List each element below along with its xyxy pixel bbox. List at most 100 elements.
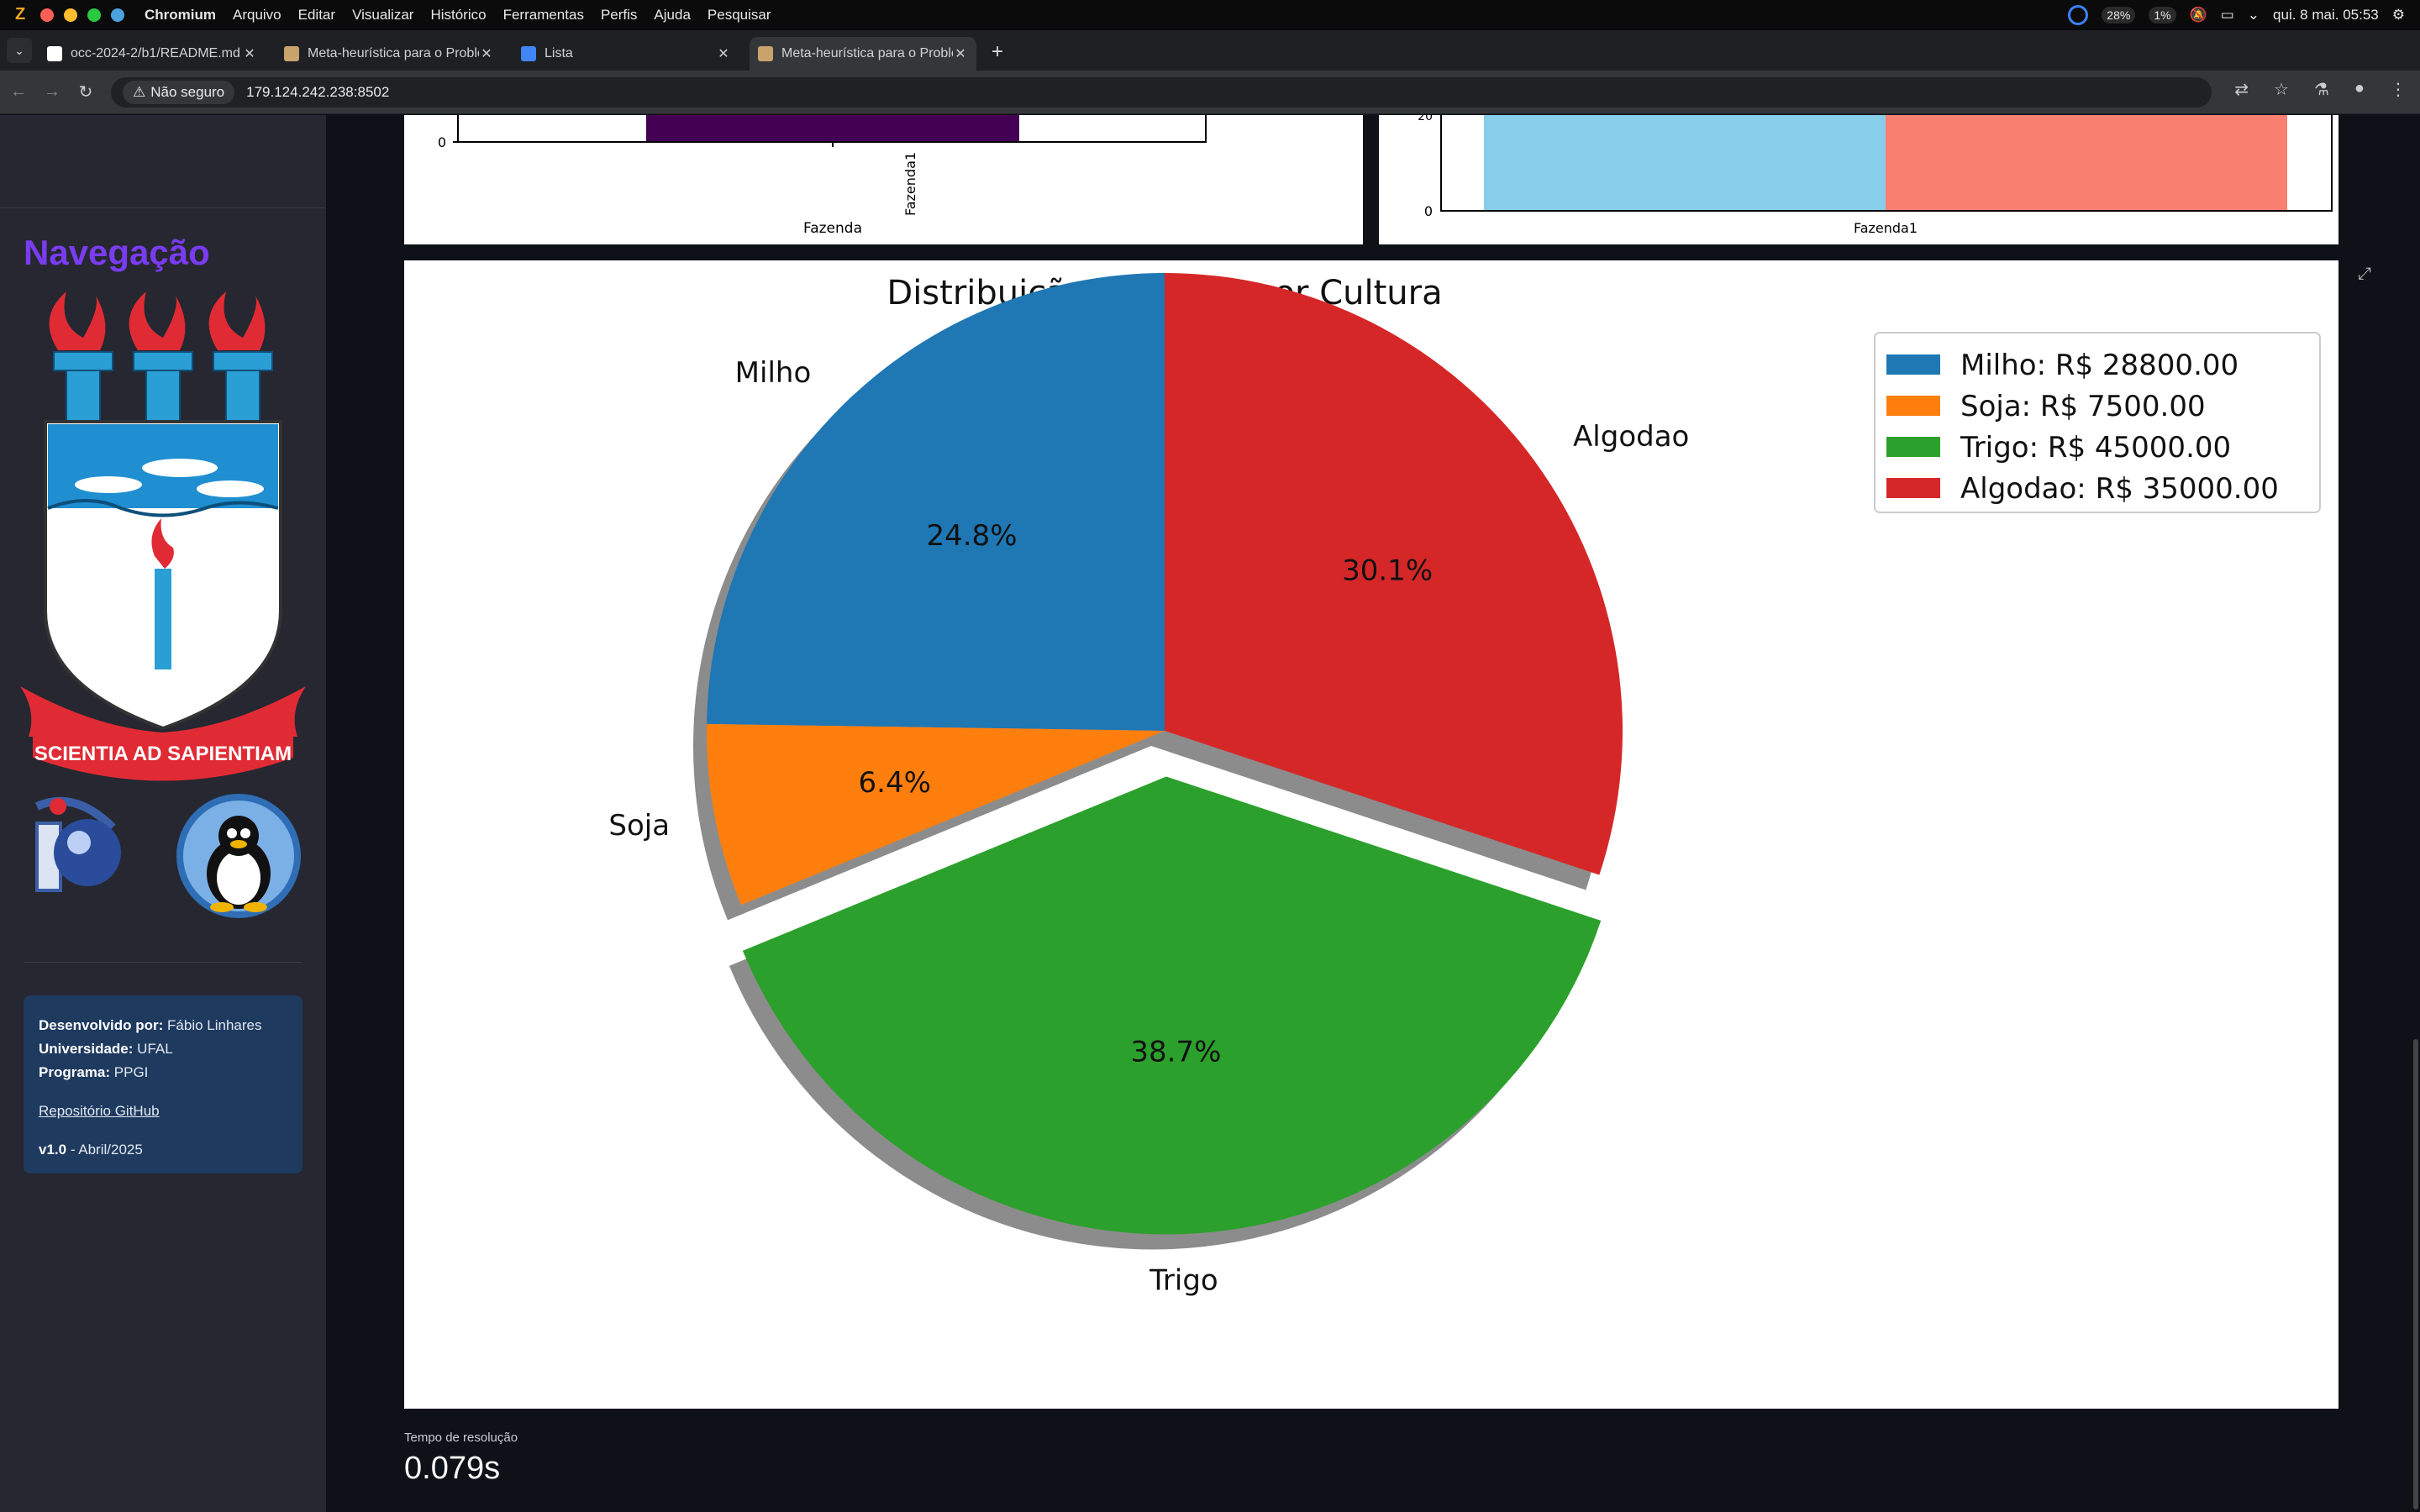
- percent-label-soja: 6.4%: [859, 766, 931, 800]
- chromium-icon: [111, 8, 124, 22]
- legend-swatch: [1886, 478, 1940, 498]
- bell-muted-icon[interactable]: 🔕: [2189, 7, 2207, 23]
- chevron-down-icon[interactable]: ⌄: [2247, 7, 2260, 23]
- legend-swatch: [1886, 437, 1940, 457]
- ic-institute-logo: [34, 796, 121, 892]
- menu-item-ajuda[interactable]: Ajuda: [654, 7, 691, 23]
- system-tray: 28% 1% 🔕 ▭ ⌄ qui. 8 mai. 05:53 ⚙: [2068, 0, 2405, 30]
- favicon-icon: [758, 46, 773, 61]
- bar-left: [1484, 115, 1886, 210]
- close-tab-icon[interactable]: ✕: [244, 47, 255, 61]
- percent-label-trigo: 38.7%: [1130, 1035, 1221, 1068]
- close-tab-icon[interactable]: ✕: [718, 47, 729, 61]
- tab-title: Meta-heurística para o Problema: [308, 46, 479, 60]
- main-content[interactable]: 0 Fazenda1 Fazenda 20 0 Fazenda1 Distrib…: [326, 115, 2420, 1512]
- bar-right: [1886, 115, 2287, 210]
- app-name[interactable]: Chromium: [145, 7, 216, 23]
- category-label-milho: Milho: [735, 356, 812, 390]
- menu-kebab-icon[interactable]: ⋮: [2390, 81, 2407, 99]
- sidebar: Navegação SCIENTIA AD SAPIENTIAM: [0, 115, 326, 1512]
- browser-tab[interactable]: occ-2024-2/b1/README.md ✕: [39, 37, 266, 71]
- menu-item-pesquisar[interactable]: Pesquisar: [707, 7, 771, 23]
- menu-item-perfis[interactable]: Perfis: [600, 7, 638, 23]
- tab-search-button[interactable]: ⌄: [7, 38, 32, 63]
- developer-value: Fábio Linhares: [167, 1017, 262, 1033]
- system-menubar: Z Chromium Arquivo Editar Visualizar Histór…: [0, 0, 2420, 30]
- pie-slices: [707, 273, 1623, 1235]
- profile-icon[interactable]: ●: [2354, 79, 2365, 97]
- warning-icon: ⚠: [133, 83, 146, 100]
- y-tick-0: 0: [1424, 203, 1433, 219]
- favicon-icon: [521, 46, 536, 61]
- browser-tabstrip: ⌄ occ-2024-2/b1/README.md ✕ Meta-heurístic…: [0, 30, 2420, 71]
- pie-slice-soja: [707, 723, 1165, 906]
- metric-label: Tempo de resolução: [404, 1431, 518, 1445]
- profit-pie-chart-panel: Distribuição do Lucro por Cultura 24.8%M…: [404, 260, 2338, 1409]
- back-icon[interactable]: ←: [10, 82, 27, 101]
- close-tab-icon[interactable]: ✕: [481, 47, 492, 61]
- forward-icon[interactable]: →: [44, 82, 60, 101]
- metric-value: 0.079s: [404, 1451, 501, 1486]
- close-tab-icon[interactable]: ✕: [955, 47, 966, 61]
- x-tick-fazenda1: Fazenda1: [1854, 220, 1918, 236]
- reload-icon[interactable]: ↻: [78, 83, 93, 102]
- tab-title: occ-2024-2/b1/README.md: [71, 46, 240, 60]
- profit-pie-chart: Distribuição do Lucro por Cultura 24.8%M…: [608, 273, 2321, 1298]
- divider: [0, 207, 326, 208]
- x-axis-label: Fazenda: [803, 220, 862, 237]
- version-label: v1.0: [39, 1142, 67, 1158]
- y-tick-0: 0: [438, 134, 446, 150]
- app-menu: Chromium Arquivo Editar Visualizar Históric…: [145, 7, 771, 24]
- pie-slice-algodao: [1165, 273, 1623, 875]
- scrollbar-thumb[interactable]: [2413, 1039, 2418, 1509]
- new-tab-button[interactable]: +: [992, 40, 1004, 63]
- translate-icon[interactable]: ⇄: [2234, 81, 2249, 99]
- activity-ring-icon[interactable]: [2068, 5, 2089, 25]
- legend-swatch: [1886, 354, 1940, 375]
- crest-motto: SCIENTIA AD SAPIENTIAM: [34, 743, 292, 765]
- bar-fazenda1: [646, 115, 1019, 141]
- clock[interactable]: qui. 8 mai. 05:53: [2273, 7, 2379, 23]
- address-bar[interactable]: ⚠ Não seguro 179.124.242.238:8502: [111, 76, 2212, 108]
- cpu-indicator[interactable]: 28%: [2102, 7, 2136, 24]
- toolbar-actions: ⇄ ☆ ⚗ ● ⋮: [2234, 79, 2407, 100]
- labs-flask-icon[interactable]: ⚗: [2313, 81, 2329, 99]
- legend-entry: Trigo: R$ 45000.00: [1960, 431, 2231, 465]
- minimize-window-button[interactable]: [64, 8, 77, 22]
- y-tick-20: 20: [1418, 115, 1433, 123]
- legend-entry: Algodao: R$ 35000.00: [1960, 472, 2279, 506]
- mem-indicator[interactable]: 1%: [2149, 7, 2176, 24]
- browser-tab[interactable]: Lista ✕: [513, 37, 739, 71]
- zed-icon[interactable]: Z: [15, 5, 26, 24]
- ufal-crest-logo: SCIENTIA AD SAPIENTIAM: [20, 291, 306, 781]
- battery-icon[interactable]: ▭: [2220, 7, 2234, 23]
- tabs: occ-2024-2/b1/README.md ✕ Meta-heurística …: [39, 37, 986, 71]
- zoom-window-button[interactable]: [87, 8, 101, 22]
- browser-tab[interactable]: Meta-heurística para o Problema✕: [276, 37, 502, 71]
- university-line: Universidade: UFAL: [39, 1037, 287, 1061]
- url-text[interactable]: 179.124.242.238:8502: [246, 83, 390, 100]
- fazenda-bar-chart: 0 Fazenda1 Fazenda: [438, 115, 1207, 237]
- menu-item-arquivo[interactable]: Arquivo: [233, 7, 281, 23]
- browser-tab[interactable]: Meta-heurística para o Problema✕: [750, 37, 976, 71]
- slice-labels: 24.8% Milho 6.4% Soja 38.7% Trigo 30.1% Algodao: [608, 356, 1689, 1298]
- chart-legend: Milho: R$ 28800.00 Soja: R$ 7500.00 Trigo:…: [1874, 332, 2321, 513]
- github-repo-link[interactable]: Repositório GitHub: [39, 1103, 160, 1119]
- menu-item-visualizar[interactable]: Visualizar: [352, 7, 414, 23]
- legend-frame: [1874, 332, 2321, 513]
- close-window-button[interactable]: [40, 8, 54, 22]
- menu-item-histórico[interactable]: Histórico: [430, 7, 487, 23]
- control-center-icon[interactable]: ⚙: [2391, 7, 2405, 23]
- security-chip[interactable]: ⚠ Não seguro: [123, 80, 235, 104]
- favicon-icon: [47, 46, 62, 61]
- bookmark-star-icon[interactable]: ☆: [2274, 81, 2289, 99]
- fazenda-bar-chart-panel: 0 Fazenda1 Fazenda: [404, 115, 1363, 244]
- menu-item-editar[interactable]: Editar: [297, 7, 336, 23]
- menu-item-ferramentas[interactable]: Ferramentas: [502, 7, 584, 23]
- developer-info-box: Desenvolvido por: Fábio Linhares Univers…: [24, 995, 302, 1173]
- tab-title: Lista: [544, 46, 573, 60]
- comparison-bar-chart-panel: 20 0 Fazenda1: [1379, 115, 2338, 244]
- program-line: Programa: PPGI: [39, 1061, 287, 1084]
- favicon-icon: [284, 46, 299, 61]
- fullscreen-expand-icon[interactable]: ⤢: [2358, 265, 2371, 283]
